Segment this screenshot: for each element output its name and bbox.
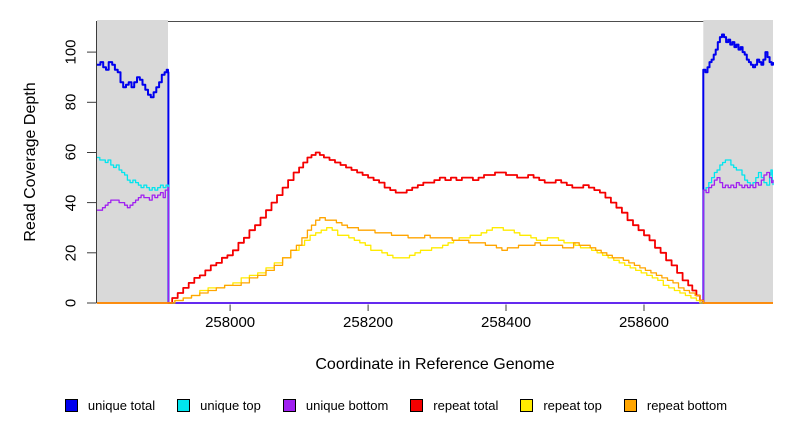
x-tick-label: 258200 (343, 314, 394, 331)
legend-item-unique-top: unique top (177, 398, 261, 413)
y-axis-title: Read Coverage Depth (22, 82, 39, 242)
y-tick-label: 40 (62, 194, 80, 211)
legend-swatch-icon (282, 399, 296, 412)
legend-swatch-icon (64, 399, 78, 412)
legend-label: repeat total (433, 398, 499, 413)
shaded-region-right-flank (703, 20, 773, 303)
legend-swatch-icon (177, 399, 191, 412)
legend-item-repeat-top: repeat top (520, 398, 602, 413)
series-line-unique-bottom (97, 171, 774, 304)
legend-swatch-icon (410, 399, 424, 412)
y-tick-label: 80 (62, 93, 80, 111)
y-tick-label: 0 (62, 298, 80, 308)
series-line-unique-total (97, 33, 774, 304)
legend: unique total unique top unique bottom repea… (0, 398, 792, 413)
x-axis-title: Coordinate in Reference Genome (315, 356, 555, 373)
legend-item-repeat-total: repeat total (410, 398, 498, 413)
y-tick-label: 100 (62, 39, 80, 65)
y-tick-label: 20 (62, 244, 80, 262)
legend-item-unique-bottom: unique bottom (282, 398, 389, 413)
series-line-repeat-total (97, 151, 773, 304)
legend-label: unique top (200, 398, 261, 413)
x-tick-label: 258000 (205, 314, 256, 331)
series-line-repeat-bottom (97, 217, 773, 304)
x-tick-label: 258400 (481, 314, 532, 331)
legend-item-unique-total: unique total (64, 398, 156, 413)
legend-label: repeat top (543, 398, 602, 413)
legend-label: unique bottom (305, 398, 389, 413)
y-tick-label: 60 (62, 144, 80, 161)
legend-swatch-icon (623, 399, 637, 412)
legend-item-repeat-bottom: repeat bottom (623, 398, 728, 413)
legend-swatch-icon (520, 399, 534, 412)
legend-label: unique total (87, 398, 156, 413)
legend-label: repeat bottom (646, 398, 728, 413)
x-tick-label: 258600 (618, 314, 670, 331)
